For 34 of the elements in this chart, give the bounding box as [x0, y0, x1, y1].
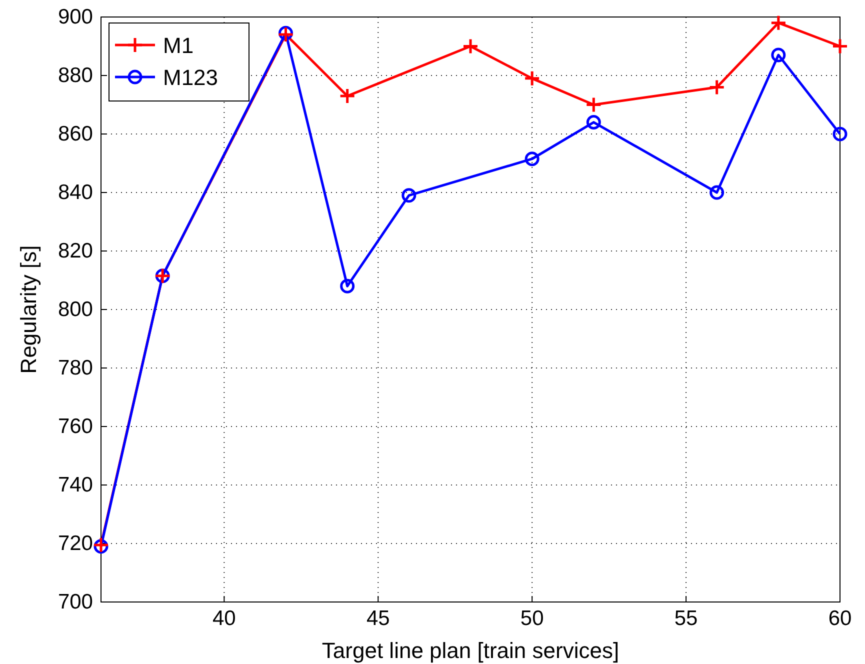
x-tick-label: 45 [366, 606, 390, 630]
point [340, 278, 355, 294]
y-axis-title: Regularity [s] [16, 245, 41, 374]
point [462, 38, 479, 54]
x-tick-label: 55 [674, 606, 698, 630]
y-tick-label: 760 [58, 415, 93, 438]
y-tick-label: 800 [58, 298, 93, 322]
point [339, 88, 356, 104]
legend-label: M123 [163, 65, 218, 90]
legend-label: M1 [163, 33, 194, 58]
point [524, 70, 540, 87]
point [710, 185, 724, 200]
point [832, 38, 848, 54]
y-tick-label: 820 [58, 240, 93, 263]
y-tick-label: 840 [58, 181, 93, 204]
point [402, 188, 416, 203]
point [771, 48, 786, 62]
point [586, 115, 601, 130]
point [524, 152, 540, 166]
y-tick-label: 880 [58, 64, 93, 88]
y-tick-label: 700 [58, 590, 93, 614]
x-tick-label: 50 [520, 606, 544, 630]
x-tick-label: 40 [212, 606, 236, 630]
x-tick-label: 60 [828, 606, 852, 630]
y-tick-label: 780 [58, 356, 93, 380]
y-tick-label: 740 [58, 474, 93, 497]
y-tick-label: 900 [58, 6, 93, 29]
point [708, 78, 726, 96]
point [770, 14, 787, 32]
y-tick-label: 720 [58, 532, 93, 556]
y-tick-label: 860 [58, 122, 93, 146]
x-axis-title: Target line plan [train services] [322, 638, 620, 663]
point [832, 126, 848, 142]
point [585, 96, 602, 113]
